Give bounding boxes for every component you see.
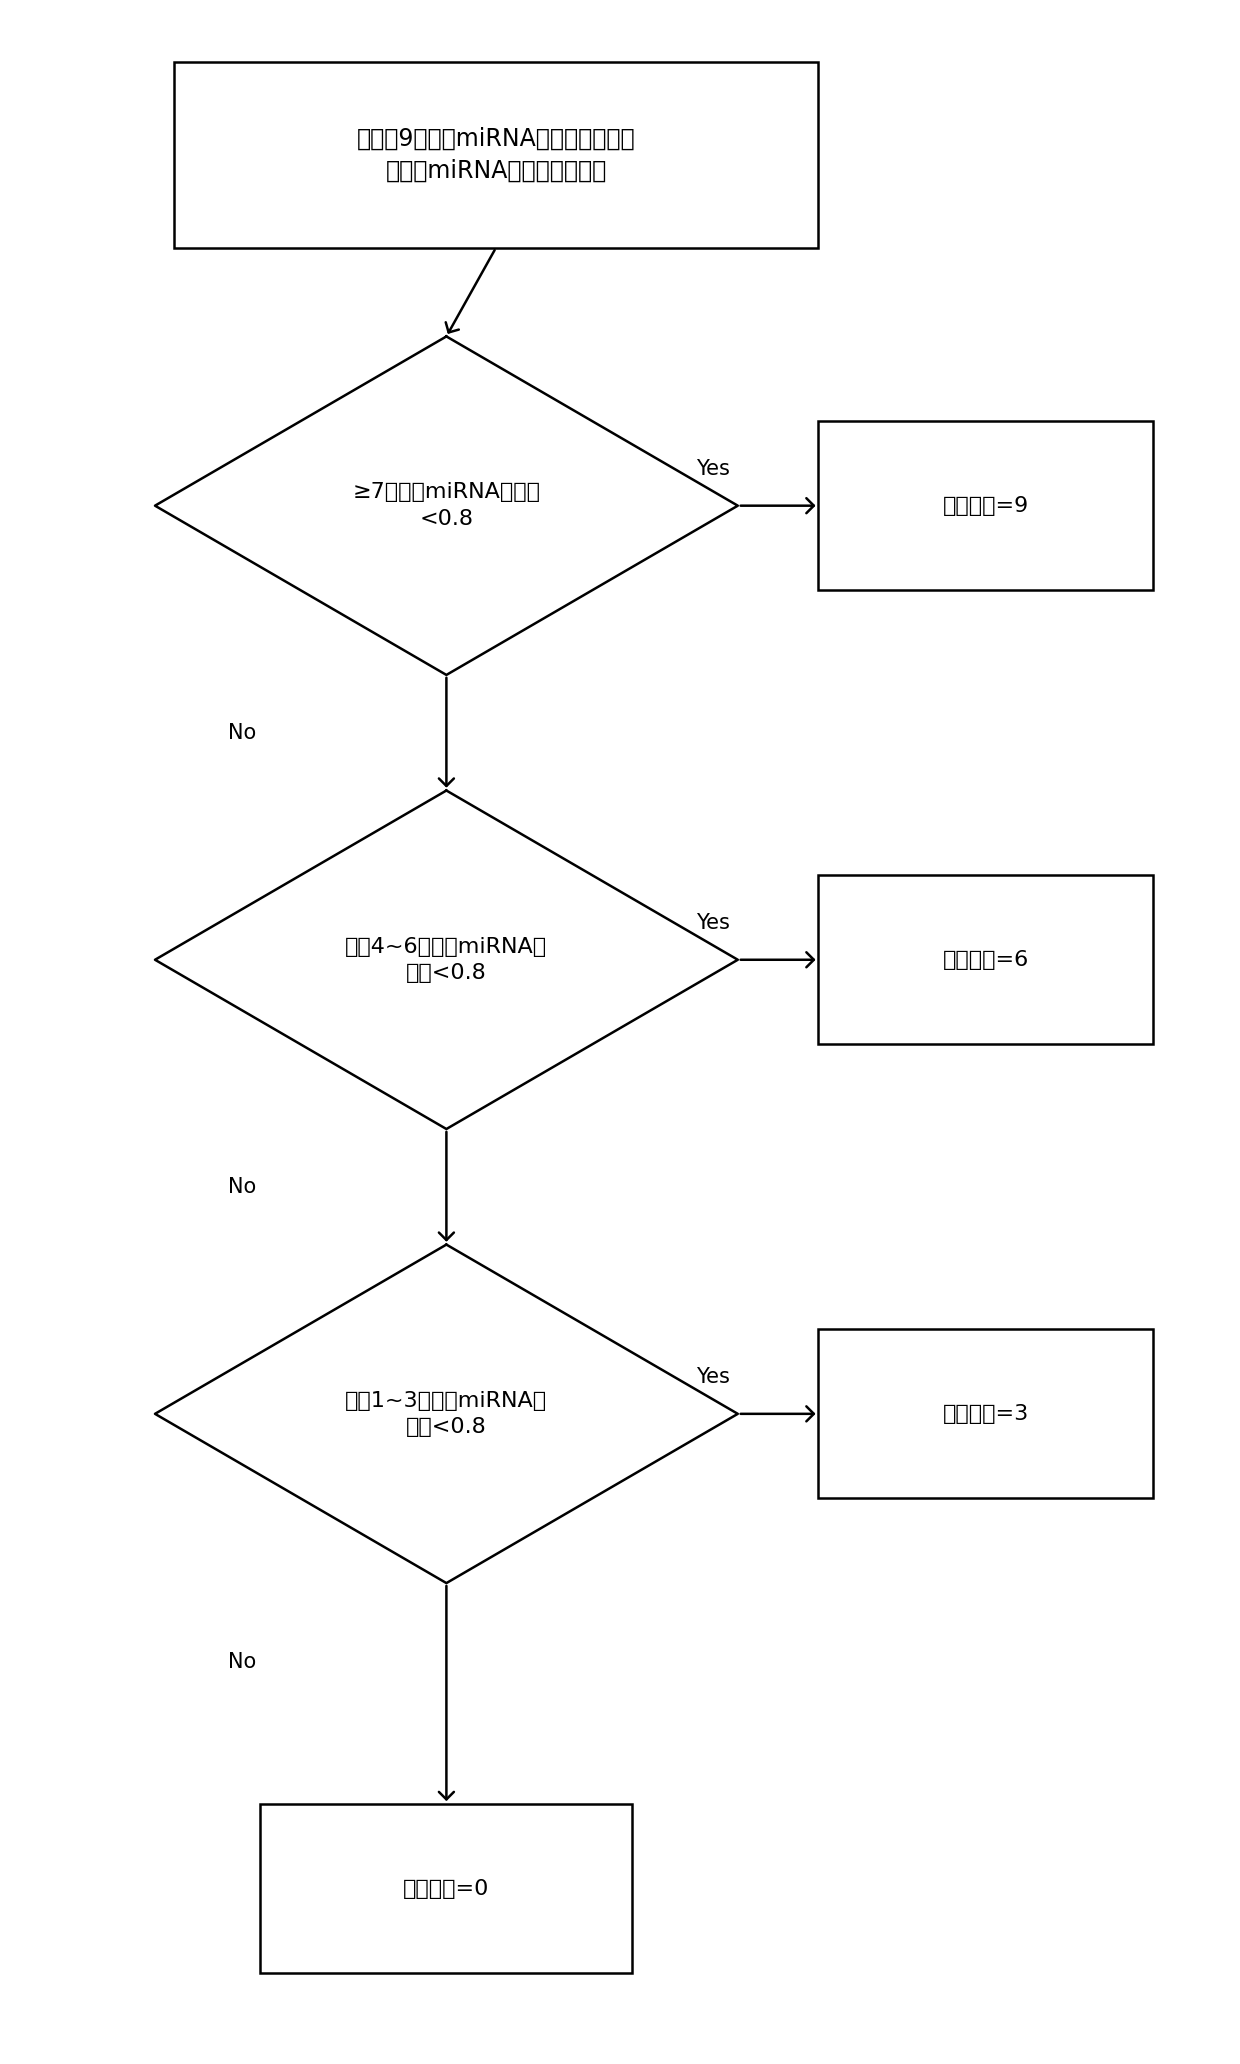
Text: 风险评分=9: 风险评分=9 xyxy=(942,495,1029,516)
Text: No: No xyxy=(228,1176,255,1197)
Text: No: No xyxy=(228,722,255,743)
Text: No: No xyxy=(228,1651,255,1672)
Bar xyxy=(818,875,1153,1044)
Bar xyxy=(818,421,1153,590)
Text: 任意1~3个风险miRNA的
比值<0.8: 任意1~3个风险miRNA的 比值<0.8 xyxy=(345,1391,548,1437)
Text: 风险评分=3: 风险评分=3 xyxy=(942,1404,1029,1424)
Text: 受检者9种风险miRNA表达水平与正常
人风险miRNA表达水平的比值: 受检者9种风险miRNA表达水平与正常 人风险miRNA表达水平的比值 xyxy=(357,128,635,182)
Text: ≥7个风险miRNA的比值
<0.8: ≥7个风险miRNA的比值 <0.8 xyxy=(352,483,541,528)
Text: Yes: Yes xyxy=(696,1366,730,1387)
Bar xyxy=(174,62,818,248)
Bar xyxy=(818,1329,1153,1498)
Text: 风险评分=0: 风险评分=0 xyxy=(403,1878,490,1899)
Text: 任意4~6个风险miRNA的
比值<0.8: 任意4~6个风险miRNA的 比值<0.8 xyxy=(345,937,548,982)
Text: Yes: Yes xyxy=(696,912,730,933)
Text: Yes: Yes xyxy=(696,458,730,479)
Bar xyxy=(260,1804,632,1973)
Text: 风险评分=6: 风险评分=6 xyxy=(942,949,1029,970)
